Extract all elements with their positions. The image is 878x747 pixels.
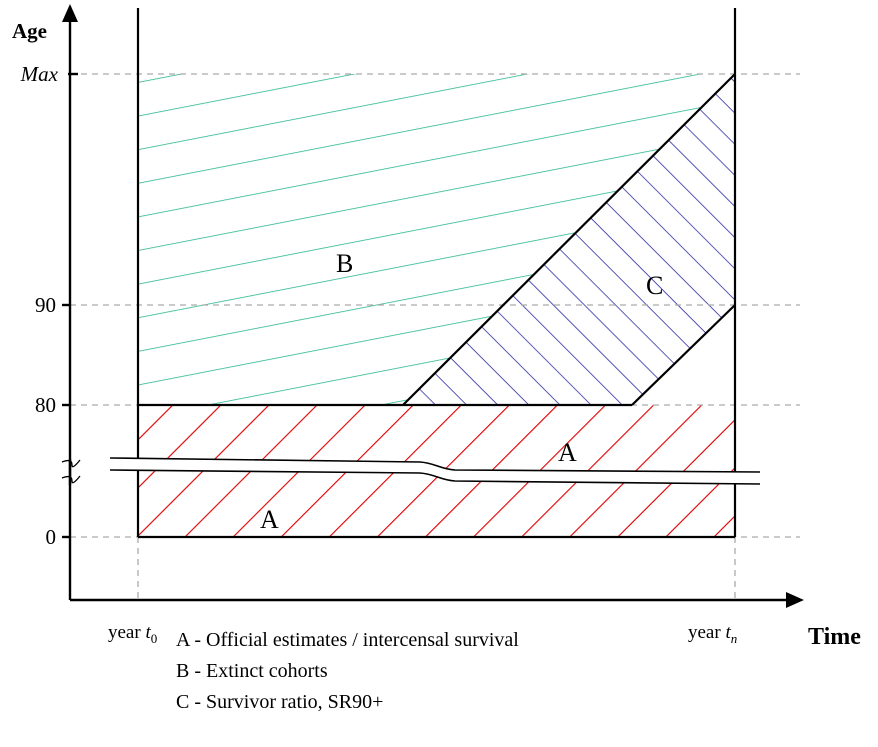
legend-item: C - Survivor ratio, SR90+ (176, 691, 383, 713)
tick: 0 (46, 525, 57, 549)
legend-item: B - Extinct cohorts (176, 660, 328, 682)
outlines (136, 8, 737, 539)
tick-var: t (725, 622, 731, 643)
tick-sub: n (731, 631, 738, 646)
labels: Age Time Max 90 80 0 year t0 year tn B C… (12, 19, 861, 713)
y-label: Age (12, 19, 47, 43)
tick-text: year (108, 622, 145, 643)
x-arrow (786, 592, 804, 608)
tick: 90 (35, 293, 56, 317)
tick: year tn (688, 622, 737, 646)
tick-var: t (145, 622, 151, 643)
region-label: B (336, 249, 353, 278)
x-label: Time (808, 624, 861, 650)
region-label: C (646, 271, 663, 300)
tick: year t0 (108, 622, 157, 646)
region-label: A (260, 505, 279, 534)
region-label: A (558, 438, 577, 467)
y-arrow (62, 4, 78, 22)
axis-break (61, 457, 761, 485)
tick-text: year (688, 622, 725, 643)
legend-item: A - Official estimates / intercensal sur… (176, 629, 519, 651)
axes (62, 18, 790, 602)
tick-sub: 0 (151, 631, 158, 646)
tick: 80 (35, 393, 56, 417)
tick: Max (20, 62, 59, 86)
